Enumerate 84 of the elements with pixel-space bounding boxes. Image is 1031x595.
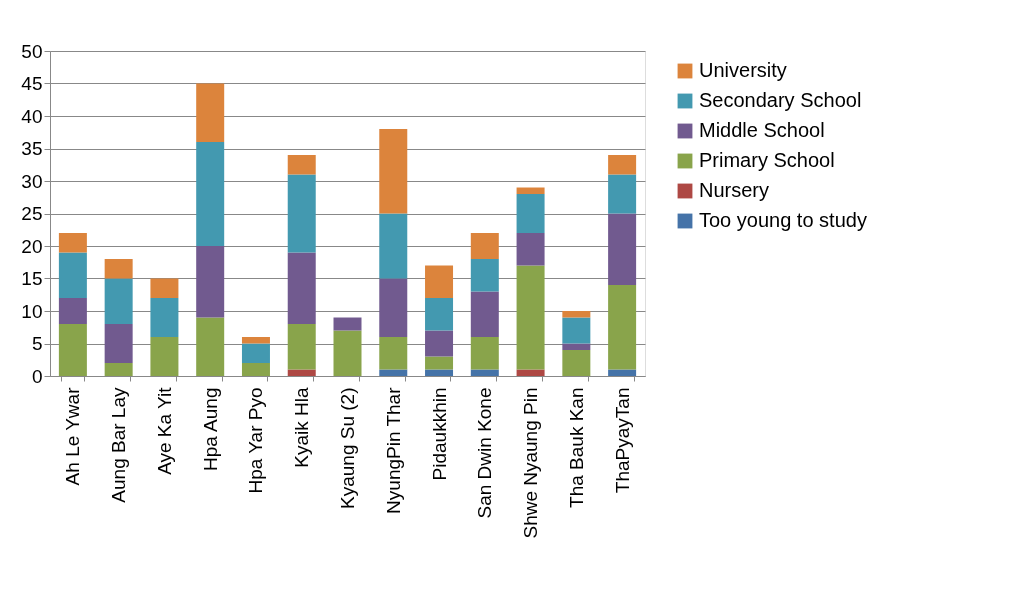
- bar: [516, 369, 545, 376]
- bar: [333, 330, 362, 376]
- bar: [608, 174, 637, 214]
- y-tick-label: 0: [31, 365, 43, 387]
- bar: [608, 155, 637, 175]
- x-tick-label: Hpa Yar Pyo: [245, 387, 267, 494]
- legend-label: Secondary School: [699, 89, 862, 111]
- y-tick-label: 35: [21, 138, 43, 159]
- bar: [516, 187, 545, 194]
- x-tick-label: Aye Ka Yit: [153, 386, 175, 475]
- y-tick-label: 5: [31, 333, 43, 354]
- bar: [150, 278, 179, 298]
- x-tick-label: Kyaung Su (2): [337, 387, 358, 509]
- bar: [562, 343, 591, 350]
- bar: [608, 213, 637, 285]
- bar: [425, 330, 454, 357]
- x-tick-label: Tha Bauk Kan: [565, 387, 587, 508]
- bar: [608, 369, 637, 376]
- bar: [470, 233, 499, 259]
- bar: [425, 356, 454, 370]
- bar: [287, 174, 316, 253]
- bar: [196, 246, 225, 318]
- x-tick-label: Pidaukkhin: [428, 387, 450, 481]
- y-tick-label: 10: [21, 300, 43, 322]
- bar: [333, 317, 362, 331]
- bar: [425, 369, 454, 376]
- bar: [196, 83, 225, 142]
- bar: [470, 291, 499, 337]
- bar: [516, 265, 545, 370]
- bar: [196, 317, 225, 376]
- legend-label: Too young to study: [699, 209, 867, 231]
- x-tick-label: Aung Bar Lay: [108, 387, 130, 503]
- bar: [287, 369, 316, 376]
- bar: [425, 298, 454, 331]
- y-tick-label: 40: [21, 105, 43, 127]
- bar: [379, 213, 408, 279]
- y-tick-label: 25: [21, 203, 43, 224]
- bar: [58, 324, 87, 376]
- bar: [470, 337, 499, 370]
- bar: [58, 233, 87, 253]
- x-tick-label: Shwe Nyaung Pin: [520, 387, 542, 539]
- bar: [516, 194, 545, 233]
- legend-label: Primary School: [699, 149, 835, 171]
- bar: [150, 337, 179, 376]
- legend-label: Middle School: [699, 119, 825, 141]
- bar: [104, 324, 133, 363]
- y-tick-label: 45: [21, 73, 43, 94]
- bar: [379, 129, 408, 214]
- bar: [379, 337, 408, 370]
- x-tick-label: NyungPin Thar: [382, 386, 404, 514]
- bar: [104, 259, 133, 279]
- x-tick-label: Kyaik Hla: [291, 387, 313, 468]
- bar: [562, 311, 591, 318]
- bar: [562, 317, 591, 344]
- bar: [104, 278, 133, 324]
- x-tick-label: Ah Le Ywar: [62, 386, 84, 486]
- y-tick-label: 15: [21, 268, 43, 289]
- bar: [287, 324, 316, 370]
- bar: [104, 363, 133, 376]
- bar: [470, 259, 499, 292]
- bar: [287, 155, 316, 175]
- x-tick-label: Hpa Aung: [199, 387, 221, 471]
- y-tick-label: 50: [21, 40, 43, 62]
- x-tick-label: ThaPyayTan: [611, 387, 633, 494]
- bar: [241, 363, 270, 376]
- bar: [562, 350, 591, 376]
- legend-label: Nursery: [699, 179, 770, 201]
- bar: [58, 252, 87, 298]
- bar: [58, 298, 87, 324]
- bar: [287, 252, 316, 324]
- bar: [379, 369, 408, 376]
- y-tick-label: 20: [21, 235, 43, 257]
- bar: [241, 343, 270, 363]
- x-tick-label: San Dwin Kone: [474, 387, 496, 519]
- bar: [379, 278, 408, 337]
- bar: [196, 142, 225, 246]
- y-tick-label: 30: [21, 170, 43, 192]
- bar: [516, 233, 545, 266]
- bar: [241, 337, 270, 344]
- bar: [150, 298, 179, 337]
- bar: [470, 369, 499, 376]
- bar: [425, 265, 454, 298]
- legend-label: University: [699, 59, 787, 81]
- bar: [608, 285, 637, 370]
